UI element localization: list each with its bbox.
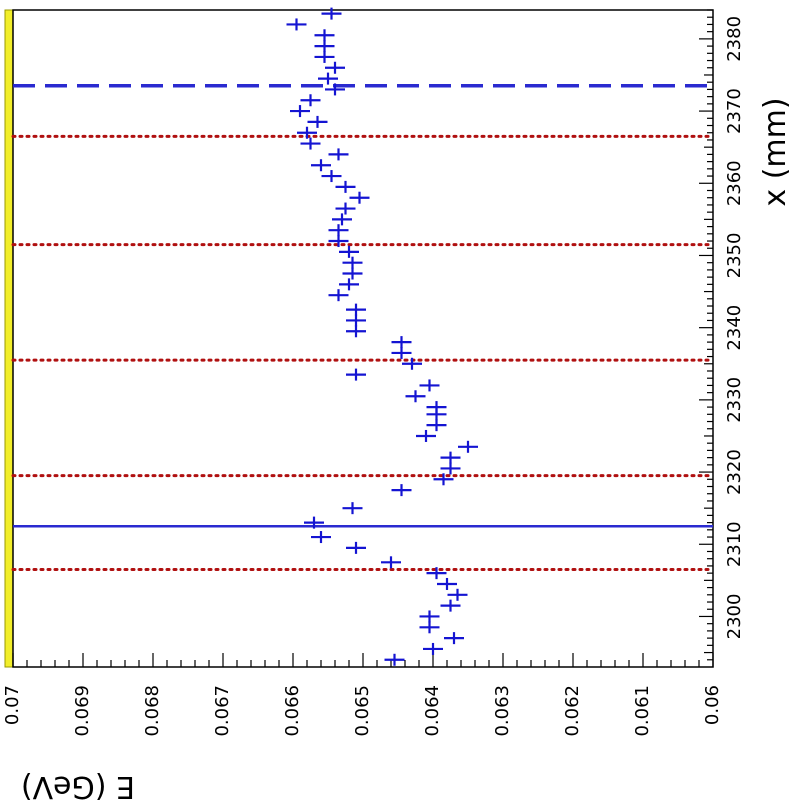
x-tick-label: 2320	[724, 449, 745, 495]
data-point	[384, 653, 405, 666]
data-point	[437, 577, 457, 590]
x-tick-label: 2360	[724, 160, 745, 206]
data-point	[405, 390, 426, 403]
y-tick-label: 0.069	[72, 685, 93, 737]
data-point	[444, 632, 464, 645]
data-point	[300, 137, 321, 150]
data-point	[325, 83, 345, 96]
data-point	[426, 401, 447, 414]
data-point	[304, 516, 324, 529]
y-tick-label: 0.07	[2, 685, 23, 725]
y-tick-label: 0.068	[142, 685, 163, 737]
data-point	[419, 610, 440, 623]
data-points	[286, 7, 478, 666]
data-point	[346, 541, 366, 554]
data-point	[440, 599, 461, 612]
data-point	[335, 202, 356, 215]
y-tick-label: 0.06	[702, 685, 723, 725]
y-axis-title: E (GeV)	[21, 769, 135, 804]
reference-lines	[11, 84, 715, 572]
data-point	[297, 126, 317, 139]
data-point	[314, 40, 335, 53]
y-tick-label: 0.066	[282, 685, 303, 737]
data-point	[328, 289, 349, 302]
y-tick-label: 0.061	[632, 685, 653, 737]
data-point	[328, 224, 349, 237]
data-point	[346, 314, 366, 327]
y-tick-label: 0.063	[492, 685, 513, 737]
data-point	[335, 180, 356, 193]
data-point	[300, 94, 321, 107]
data-point	[342, 267, 363, 280]
data-point	[318, 72, 338, 85]
data-point	[416, 429, 436, 442]
data-point	[314, 29, 335, 42]
x-tick-label: 2380	[724, 16, 745, 62]
data-point	[342, 502, 363, 515]
data-point	[419, 621, 440, 634]
data-point	[391, 336, 412, 349]
data-point	[311, 159, 331, 172]
data-point	[311, 531, 331, 544]
data-point	[419, 379, 440, 392]
data-point	[290, 105, 310, 118]
data-point	[440, 451, 461, 464]
data-point	[321, 7, 342, 20]
data-point	[346, 368, 366, 381]
data-point	[342, 256, 363, 269]
y-tick-label: 0.062	[562, 685, 583, 737]
data-point	[423, 642, 443, 655]
data-point	[426, 567, 447, 580]
data-point	[325, 61, 345, 74]
x-axis-title: x (mm)	[758, 97, 793, 206]
data-point	[381, 556, 401, 569]
data-point	[402, 357, 422, 370]
data-point	[440, 462, 461, 475]
data-point	[339, 278, 359, 291]
y-axis-ticks: 0.06 0.061 0.062 0.063 0.064 0.065 0.066 0.067 0…	[2, 653, 723, 737]
x-tick-label: 2350	[724, 233, 745, 279]
data-point	[307, 115, 328, 128]
x-tick-label: 2300	[724, 594, 745, 640]
data-point	[328, 235, 349, 248]
data-point	[346, 303, 366, 316]
x-tick-label: 2370	[724, 88, 745, 134]
data-point	[433, 473, 454, 486]
x-tick-label: 2310	[724, 521, 745, 567]
data-point	[346, 325, 366, 338]
x-tick-label: 2330	[724, 377, 745, 423]
y-tick-label: 0.067	[212, 685, 233, 737]
x-tick-label: 2340	[724, 305, 745, 351]
data-point	[321, 170, 342, 183]
data-point	[391, 484, 412, 497]
data-point	[458, 440, 478, 453]
plot-frame-highlight	[4, 9, 14, 668]
data-point	[349, 191, 370, 204]
y-tick-label: 0.064	[422, 685, 443, 737]
x-axis-ticks: 2300 2310 2320 2330 2340 2350 2360 2370 2380	[699, 9, 745, 661]
data-point	[447, 588, 468, 601]
data-point	[314, 50, 335, 63]
data-point	[426, 419, 447, 432]
data-point	[328, 148, 349, 161]
data-point	[339, 245, 359, 258]
data-point	[332, 213, 352, 226]
data-point	[391, 346, 412, 359]
data-point	[286, 18, 307, 31]
y-tick-label: 0.065	[352, 685, 373, 737]
